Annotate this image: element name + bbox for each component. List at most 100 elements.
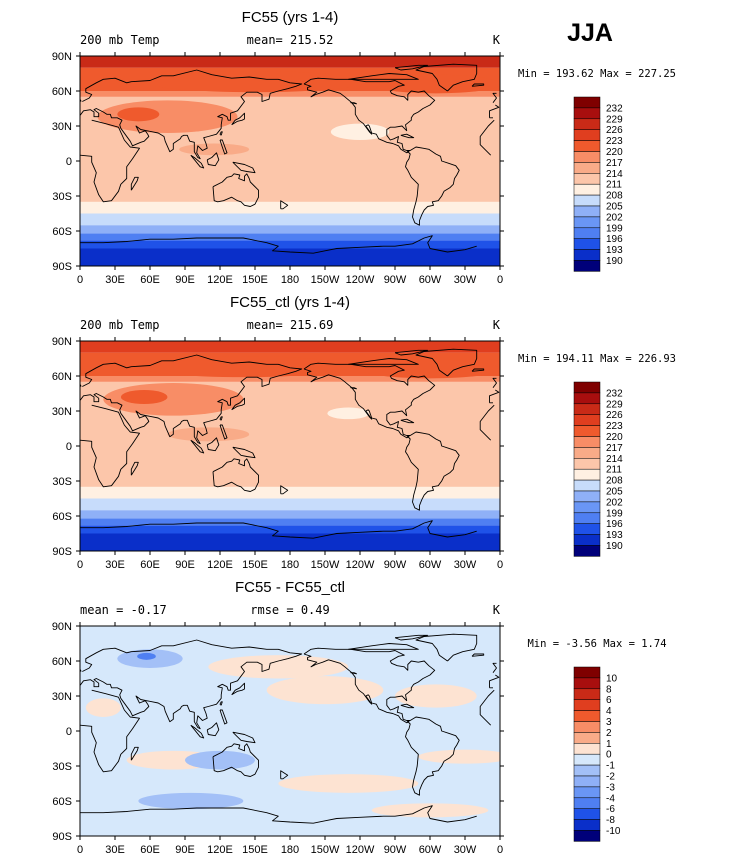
colorbar-swatch <box>573 710 601 722</box>
coastline <box>80 69 500 160</box>
contour-patch <box>395 684 477 708</box>
coastline <box>80 354 500 445</box>
colorbar-label: 217 <box>606 443 623 454</box>
contour-field <box>80 56 500 266</box>
colorbar-swatch <box>573 819 601 831</box>
season-label: JJA <box>567 19 613 47</box>
mean-label: mean = -0.17 <box>80 603 167 617</box>
units-label: K <box>493 318 501 332</box>
colorbar-swatch <box>573 425 601 437</box>
contour-band <box>80 525 500 534</box>
y-tick-label: 90S <box>52 546 72 558</box>
contour-patch <box>278 774 419 793</box>
units-label: K <box>493 603 501 617</box>
colorbar-swatch <box>573 194 601 207</box>
coastline <box>350 387 357 390</box>
colorbar-swatch <box>573 753 601 766</box>
x-tick-label: 150E <box>242 274 268 286</box>
y-tick-label: 30N <box>52 121 72 133</box>
coastline <box>400 133 415 139</box>
x-tick-label: 0 <box>77 274 83 286</box>
x-tick-label: 60E <box>140 844 160 856</box>
units-label: K <box>493 33 501 47</box>
coastline <box>232 731 256 744</box>
colorbar-swatch <box>573 688 601 700</box>
colorbar-swatch <box>573 140 601 152</box>
colorbar-swatch <box>573 96 601 109</box>
colorbar-label: 223 <box>606 136 623 147</box>
x-tick-label: 120W <box>346 559 375 571</box>
contour-patch <box>371 803 489 818</box>
coastline <box>212 743 259 777</box>
coastline <box>232 446 256 459</box>
colorbar-label: 217 <box>606 158 623 169</box>
coastline <box>80 689 495 773</box>
coastline <box>415 633 478 662</box>
colorbar-swatch <box>573 534 601 546</box>
panel-title: FC55_ctl (yrs 1-4) <box>230 294 350 311</box>
panel-control: FC55_ctl (yrs 1-4) 200 mb Temp mean= 215… <box>52 294 676 571</box>
coastline <box>348 358 419 365</box>
x-tick-label: 60W <box>419 274 442 286</box>
contour-patch <box>330 123 390 140</box>
contour-band <box>80 201 500 214</box>
colorbar-label: 193 <box>606 530 623 541</box>
colorbar-swatch <box>573 468 601 481</box>
colorbar-swatch <box>573 260 601 272</box>
colorbar-label: -10 <box>606 826 621 837</box>
colorbar-swatch <box>573 699 601 711</box>
colorbar-swatch <box>573 764 601 777</box>
panel-title: FC55 - FC55_ctl <box>235 579 345 596</box>
colorbar-swatch <box>573 392 601 405</box>
y-tick-label: 60S <box>52 226 72 238</box>
contour-patch <box>138 356 349 378</box>
y-tick-label: 30N <box>52 691 72 703</box>
colorbar-label: -1 <box>606 761 615 772</box>
coastline <box>80 639 500 730</box>
colorbar-swatch <box>573 775 601 788</box>
x-tick-label: 90W <box>384 844 407 856</box>
colorbar-label: 2 <box>606 728 612 739</box>
y-tick-label: 0 <box>66 726 72 738</box>
colorbar-swatch <box>573 238 601 250</box>
colorbar-label: 202 <box>606 497 623 508</box>
y-tick-label: 90S <box>52 831 72 843</box>
y-tick-label: 90N <box>52 51 72 63</box>
contour-field <box>80 341 500 551</box>
colorbar-label: 3 <box>606 717 612 728</box>
x-tick-label: 30E <box>105 844 125 856</box>
x-tick-label: 0 <box>77 844 83 856</box>
colorbar-swatch <box>573 381 601 394</box>
y-tick-label: 0 <box>66 441 72 453</box>
colorbar-swatch <box>573 227 601 239</box>
y-tick-label: 60S <box>52 796 72 808</box>
x-tick-label: 180 <box>281 559 299 571</box>
x-tick-label: 150W <box>311 274 340 286</box>
colorbar-swatch <box>573 501 601 514</box>
colorbar-label: 214 <box>606 454 623 465</box>
colorbar-swatch <box>573 512 601 524</box>
coastline <box>394 349 429 356</box>
contour-patch <box>185 750 255 770</box>
colorbar-label: 220 <box>606 147 623 158</box>
x-tick-label: 0 <box>497 559 503 571</box>
x-tick-label: 180 <box>281 274 299 286</box>
colorbar-swatch <box>573 173 601 185</box>
coastline <box>206 152 220 167</box>
coastline <box>303 647 436 724</box>
coastline <box>348 73 419 80</box>
colorbar-swatch <box>573 808 601 820</box>
colorbar-label: 193 <box>606 245 623 256</box>
colorbar-label: 1 <box>606 739 612 750</box>
coastline <box>219 709 228 725</box>
coastline <box>471 368 485 372</box>
coastline <box>130 176 139 191</box>
colorbar-label: 226 <box>606 125 623 136</box>
coastline <box>212 173 259 207</box>
contour-band <box>80 248 500 266</box>
coastline <box>206 722 220 737</box>
x-tick-label: 90E <box>175 844 195 856</box>
colorbar-swatch <box>573 183 601 196</box>
colorbar-label: -8 <box>606 815 615 826</box>
coastline <box>219 131 223 136</box>
